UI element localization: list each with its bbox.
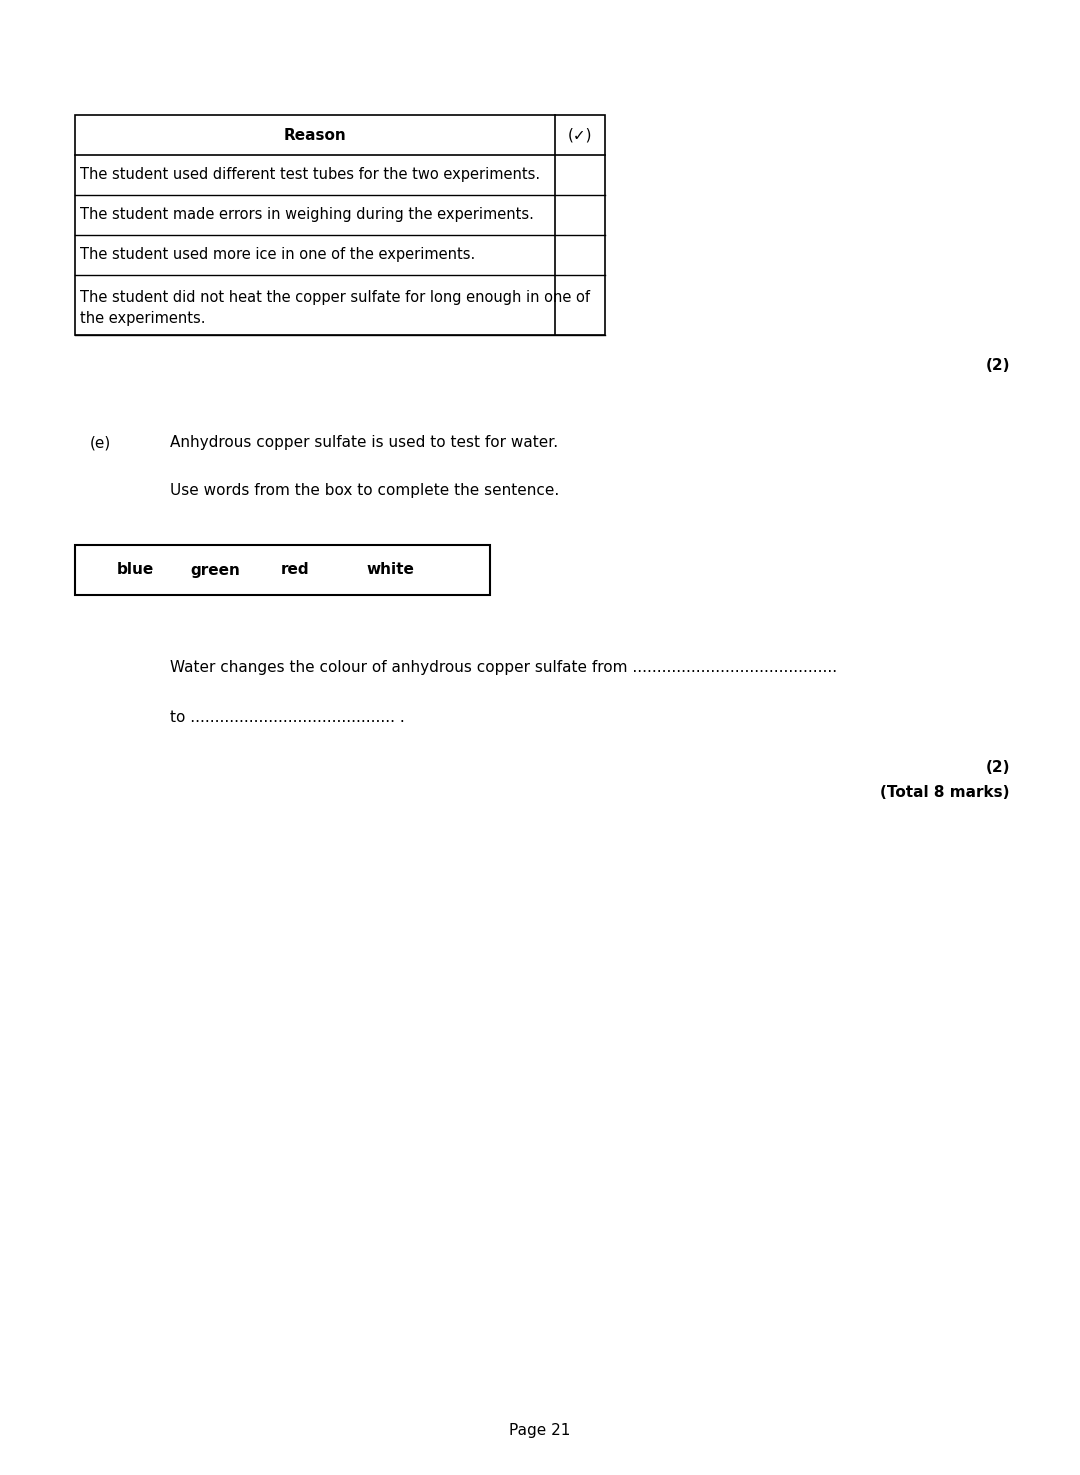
Text: (2): (2) <box>986 760 1010 774</box>
Text: white: white <box>366 562 414 578</box>
Text: blue: blue <box>117 562 153 578</box>
Text: green: green <box>190 562 240 578</box>
Text: red: red <box>281 562 309 578</box>
Text: The student used more ice in one of the experiments.: The student used more ice in one of the … <box>80 248 475 263</box>
Text: Reason: Reason <box>284 127 347 143</box>
Text: Water changes the colour of anhydrous copper sulfate from ......................: Water changes the colour of anhydrous co… <box>170 659 837 676</box>
Bar <box>75 544 490 594</box>
Text: (e): (e) <box>90 435 111 450</box>
Text: the experiments.: the experiments. <box>80 311 205 326</box>
Bar <box>75 115 605 335</box>
Text: Anhydrous copper sulfate is used to test for water.: Anhydrous copper sulfate is used to test… <box>170 435 558 450</box>
Text: The student used different test tubes for the two experiments.: The student used different test tubes fo… <box>80 168 540 183</box>
Text: (Total 8 marks): (Total 8 marks) <box>880 785 1010 799</box>
Text: Page 21: Page 21 <box>510 1422 570 1438</box>
Text: The student made errors in weighing during the experiments.: The student made errors in weighing duri… <box>80 208 534 223</box>
Text: Use words from the box to complete the sentence.: Use words from the box to complete the s… <box>170 482 559 499</box>
Text: to .......................................... .: to .....................................… <box>170 709 405 726</box>
Text: The student did not heat the copper sulfate for long enough in one of: The student did not heat the copper sulf… <box>80 291 590 305</box>
Text: (✓): (✓) <box>568 127 592 143</box>
Text: (2): (2) <box>986 357 1010 373</box>
